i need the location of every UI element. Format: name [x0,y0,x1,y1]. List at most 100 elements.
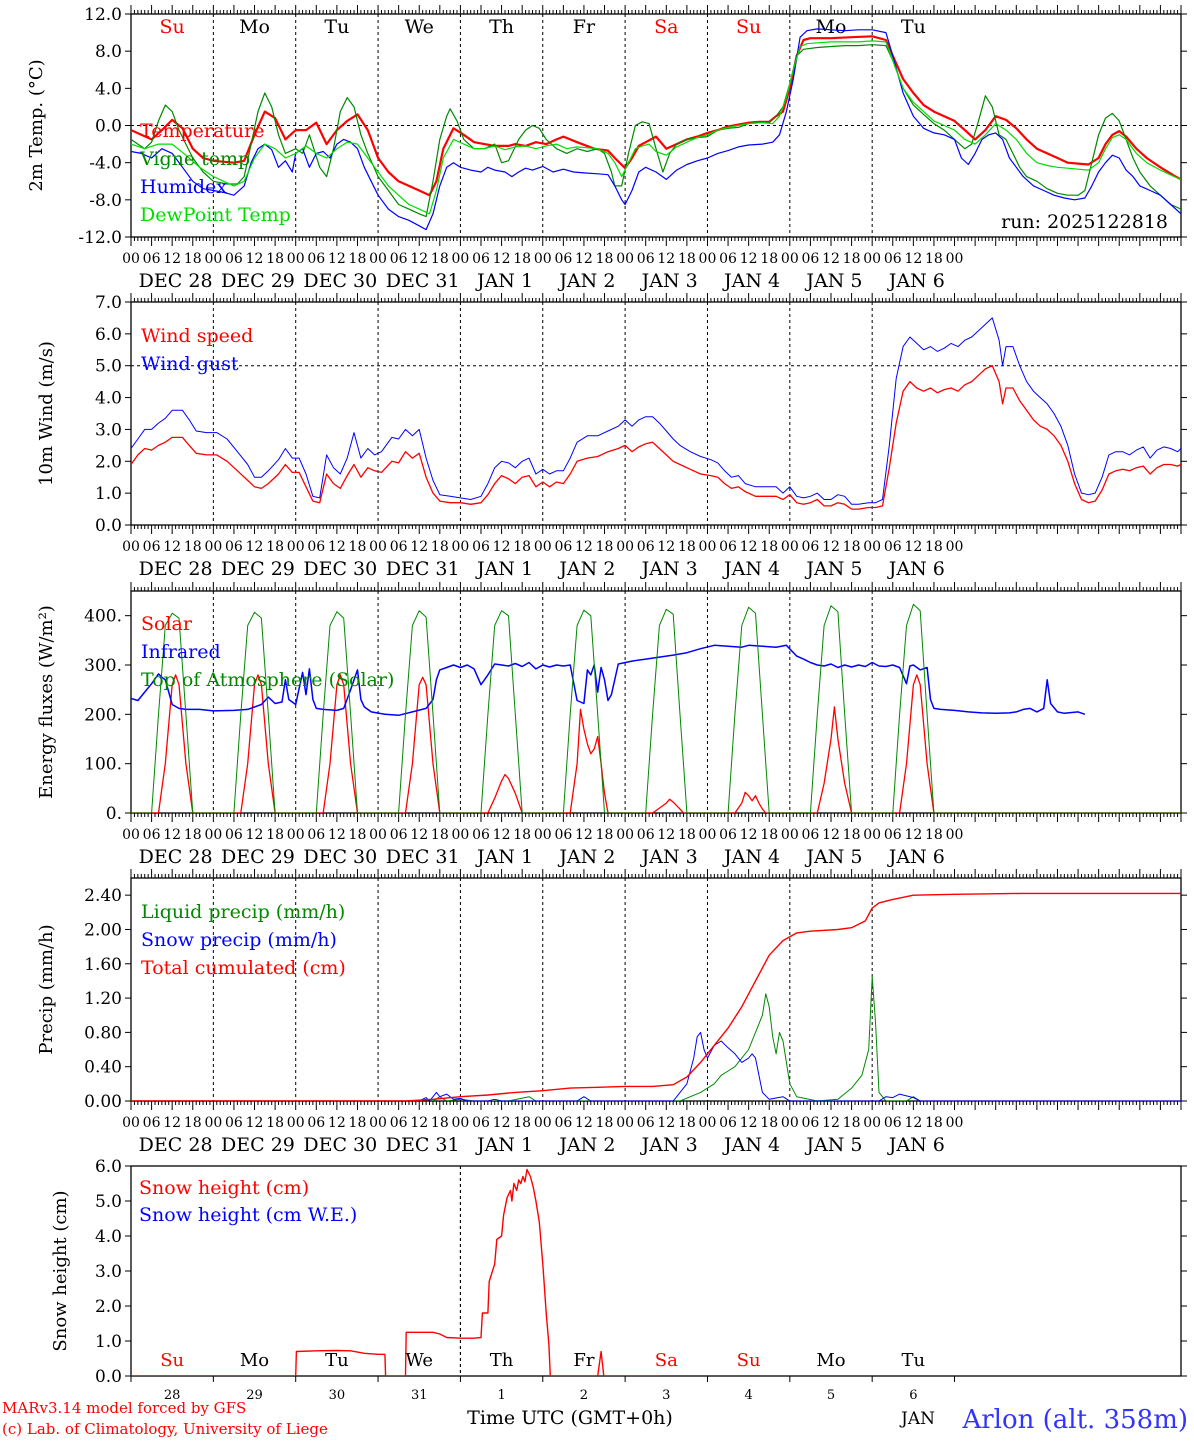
hour-label: 12 [740,251,758,267]
hour-label: 00 [287,1115,305,1131]
hour-label: 06 [554,251,572,267]
date-label: DEC 28 [139,1134,213,1156]
hour-label: 00 [616,827,634,843]
hour-label: 18 [431,539,449,555]
hour-label: 12 [246,827,264,843]
hour-label: 06 [390,251,408,267]
legend-entry: DewPoint Temp [140,204,291,226]
hour-label: 12 [740,827,758,843]
date-label: JAN 1 [475,1134,533,1156]
station-label: Arlon (alt. 358m) [961,1405,1188,1435]
bottom-day-number: 1 [497,1388,505,1403]
legend-entry: Snow precip (mm/h) [141,929,337,951]
hour-label: 12 [328,827,346,843]
hour-label: 18 [678,1115,696,1131]
date-label: DEC 28 [139,558,213,580]
y-tick-label: 400. [84,607,122,627]
series-line-snow-precip-mm-h [131,1031,1181,1101]
y-axis-title: Precip (mm/h) [36,924,57,1054]
snow-weekday-label: We [405,1350,433,1371]
series-line-temperature [131,35,1181,197]
hour-label: 18 [843,1115,861,1131]
hour-label: 18 [843,251,861,267]
date-label: DEC 30 [303,558,377,580]
hour-label: 18 [513,1115,531,1131]
hour-label: 00 [204,827,222,843]
hour-label: 06 [719,1115,737,1131]
hour-label: 00 [699,827,717,843]
y-tick-label: 7.0 [95,293,122,313]
hour-label: 12 [822,251,840,267]
hour-label: 18 [349,251,367,267]
legend-entry: Liquid precip (mm/h) [141,901,345,923]
hour-label: 18 [349,1115,367,1131]
date-label: JAN 6 [887,846,945,868]
hour-label: 12 [822,1115,840,1131]
y-tick-label: 0.0 [95,516,122,536]
series-line-snow-height-cm [131,1168,660,1376]
hour-label: 00 [863,827,881,843]
date-label: JAN 4 [722,558,780,580]
hour-label: 06 [143,827,161,843]
hour-label: 06 [884,539,902,555]
hour-label: 18 [266,1115,284,1131]
hour-label: 12 [493,827,511,843]
hour-label: 12 [163,827,181,843]
hour-label: 00 [534,539,552,555]
hour-label: 18 [431,1115,449,1131]
hour-label: 12 [163,251,181,267]
hour-label: 06 [307,1115,325,1131]
hour-label: 06 [884,251,902,267]
hour-label: 00 [204,539,222,555]
x-axis-title: Time UTC (GMT+0h) [467,1407,673,1429]
y-tick-label: 5.0 [95,357,122,377]
weekday-label: Sa [654,16,678,38]
hour-label: 18 [349,827,367,843]
date-label: DEC 31 [386,558,460,580]
y-tick-label: 8.0 [95,42,122,62]
hour-label: 00 [287,251,305,267]
legend-entry: Infrared [141,641,221,663]
hour-label: 12 [575,1115,593,1131]
hour-label: 06 [801,1115,819,1131]
date-label: JAN 4 [722,846,780,868]
hour-label: 18 [431,251,449,267]
hour-label: 06 [143,251,161,267]
hour-label: 00 [534,251,552,267]
credit-lab: (c) Lab. of Climatology, University of L… [2,1420,328,1438]
hour-label: 06 [719,827,737,843]
weekday-label: Mo [816,16,847,38]
hour-label: 12 [246,1115,264,1131]
hour-label: 06 [801,251,819,267]
hour-label: 18 [266,251,284,267]
weekday-label: Th [489,16,514,38]
y-tick-label: 0.80 [84,1023,122,1043]
date-label: JAN 2 [557,270,615,292]
hour-label: 06 [307,539,325,555]
hour-label: 00 [699,1115,717,1131]
hour-label: 00 [122,827,140,843]
hour-label: 00 [781,539,799,555]
hour-label: 00 [369,539,387,555]
hour-label: 18 [678,251,696,267]
hour-label: 00 [287,539,305,555]
hour-label: 00 [122,1115,140,1131]
date-label: JAN 1 [475,846,533,868]
hour-label: 00 [369,827,387,843]
y-tick-label: 2.0 [95,1297,122,1317]
hour-label: 18 [513,539,531,555]
weekday-label: Tu [324,16,349,38]
hour-label: 12 [328,1115,346,1131]
bottom-day-number: 31 [411,1388,428,1403]
run-label: run: 2025122818 [1001,211,1168,233]
y-tick-label: 100. [84,755,122,775]
hour-label: 00 [534,827,552,843]
date-label: JAN 6 [887,270,945,292]
date-label: JAN 3 [640,846,698,868]
date-label: JAN 6 [887,1134,945,1156]
hour-label: 06 [554,827,572,843]
series-line-vigne-temp [131,44,1181,218]
y-tick-label: 4.0 [95,389,122,409]
date-label: DEC 31 [386,846,460,868]
series-line-liquid-precip-mm-h [131,976,1181,1101]
